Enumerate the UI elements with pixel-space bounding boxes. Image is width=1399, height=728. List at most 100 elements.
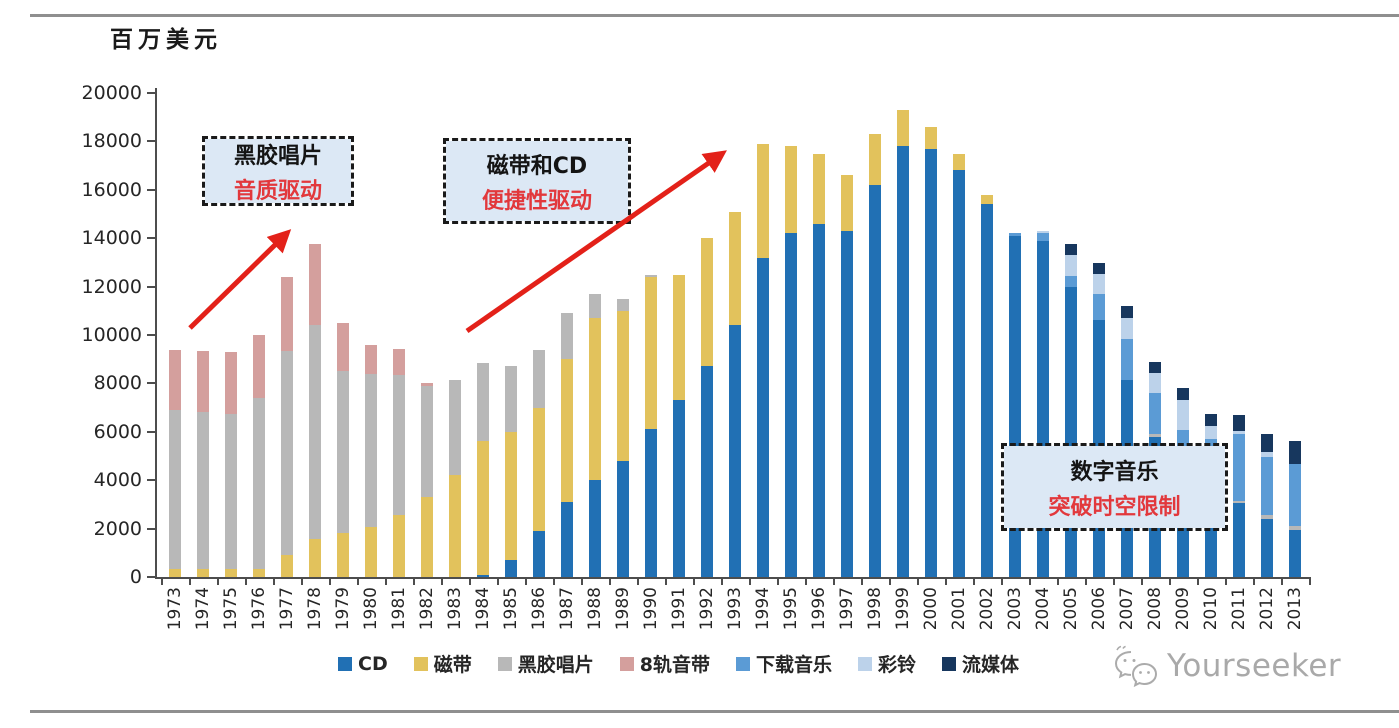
x-axis-label: 2006: [1089, 587, 1109, 631]
bar-segment-2000: [925, 148, 937, 577]
bar-segment-1978: [309, 539, 321, 577]
bar-segment-2001: [953, 170, 965, 577]
y-axis-label: 8000: [93, 372, 142, 395]
bar-segment-2012: [1261, 433, 1273, 453]
x-axis-label: 1996: [809, 587, 829, 631]
x-axis-label: 1982: [417, 587, 437, 631]
legend-swatch: [942, 656, 957, 671]
x-axis-label: 1973: [165, 587, 185, 631]
bar-segment-2008: [1149, 393, 1161, 435]
x-axis-label: 1980: [361, 587, 381, 631]
legend-swatch: [338, 656, 352, 671]
x-axis-tick: [413, 579, 415, 585]
x-axis-tick: [917, 579, 919, 585]
x-axis-line: [155, 577, 1311, 579]
bar-segment-1987: [561, 501, 573, 577]
x-axis-label: 1986: [529, 587, 549, 631]
x-axis-tick: [1141, 579, 1143, 585]
x-axis-tick: [385, 579, 387, 585]
legend-item: 黑胶唱片: [497, 650, 594, 677]
annotation-title: 黑胶唱片: [233, 143, 322, 169]
legend-swatch: [497, 656, 512, 671]
x-axis-label: 1998: [865, 587, 885, 631]
bar-segment-2008: [1149, 372, 1161, 394]
bar-segment-2011: [1233, 434, 1245, 501]
legend-swatch: [619, 656, 634, 671]
y-axis-tick: [147, 479, 155, 482]
x-axis-tick: [1057, 579, 1059, 585]
legend-swatch: [858, 656, 872, 671]
bar-segment-1982: [421, 382, 433, 387]
bar-segment-1977: [281, 350, 293, 556]
x-axis-label: 1976: [249, 587, 269, 631]
x-axis-tick: [581, 579, 583, 585]
legend-label: 8轨音带: [639, 654, 710, 676]
x-axis-label: 1993: [725, 587, 745, 631]
x-axis-tick: [945, 579, 947, 585]
bar-segment-1997: [841, 230, 853, 577]
y-axis-label: 6000: [93, 420, 142, 443]
x-axis-tick: [1001, 579, 1003, 585]
x-axis-label: 2013: [1285, 587, 1305, 631]
x-axis-label: 1984: [473, 587, 493, 631]
y-axis-tick: [147, 382, 155, 385]
bar-segment-1985: [505, 560, 517, 577]
bar-segment-1985: [505, 366, 517, 432]
y-axis-label: 16000: [81, 178, 142, 201]
bar-segment-1998: [869, 134, 881, 185]
bar-segment-1980: [365, 373, 377, 528]
y-axis-tick: [147, 576, 155, 578]
bar-segment-1989: [617, 310, 629, 461]
bar-segment-2012: [1261, 452, 1273, 458]
x-axis-tick: [161, 579, 163, 585]
chart-legend: CD 磁带 黑胶唱片 8轨音带 下载音乐 彩铃 流媒体: [338, 650, 1019, 677]
bar-segment-2007: [1121, 317, 1133, 339]
y-axis-tick: [147, 334, 155, 336]
x-axis-tick: [637, 579, 639, 585]
bar-segment-2005: [1065, 275, 1077, 287]
bar-segment-1976: [253, 335, 265, 398]
x-axis-tick: [1253, 579, 1255, 585]
bar-segment-2003: [1009, 233, 1021, 236]
x-axis-tick: [1029, 579, 1031, 585]
x-axis-label: 2012: [1257, 587, 1277, 631]
x-axis-label: 1995: [781, 587, 801, 631]
bar-segment-2005: [1065, 255, 1077, 276]
bar-segment-2011: [1233, 414, 1245, 431]
bar-segment-1980: [365, 344, 377, 374]
bar-segment-2013: [1289, 464, 1301, 527]
bar-segment-2006: [1093, 274, 1105, 294]
x-axis-label: 1981: [389, 587, 409, 631]
bar-segment-1986: [533, 531, 545, 577]
y-axis-label: 20000: [81, 82, 142, 104]
x-axis-tick: [1197, 579, 1199, 585]
y-axis-label: 4000: [93, 469, 142, 492]
x-axis-label: 1985: [501, 587, 521, 631]
x-axis-tick: [889, 579, 891, 585]
x-axis-label: 2002: [977, 587, 997, 631]
bar-segment-1998: [869, 184, 881, 577]
bar-segment-2001: [953, 153, 965, 171]
bar-segment-1991: [673, 400, 685, 577]
y-axis-label: 18000: [81, 130, 142, 153]
legend-label: 流媒体: [962, 654, 1020, 676]
bar-segment-2005: [1065, 243, 1077, 256]
bar-segment-1974: [197, 350, 209, 413]
bar-segment-1990: [645, 276, 657, 430]
x-axis-tick: [609, 579, 611, 585]
x-axis-tick: [1309, 579, 1311, 585]
bar-segment-1979: [337, 533, 349, 577]
bar-segment-1973: [169, 410, 181, 569]
watermark-text: Yourseeker: [1167, 648, 1342, 684]
bar-segment-2006: [1093, 263, 1105, 275]
bar-segment-1988: [589, 293, 601, 319]
x-axis-tick: [777, 579, 779, 585]
x-axis-label: 2008: [1145, 587, 1165, 631]
y-axis-label: 0: [129, 566, 142, 588]
x-axis-tick: [1113, 579, 1115, 585]
bar-segment-2011: [1233, 430, 1245, 435]
bar-segment-1974: [197, 412, 209, 570]
bar-segment-1984: [477, 441, 489, 575]
